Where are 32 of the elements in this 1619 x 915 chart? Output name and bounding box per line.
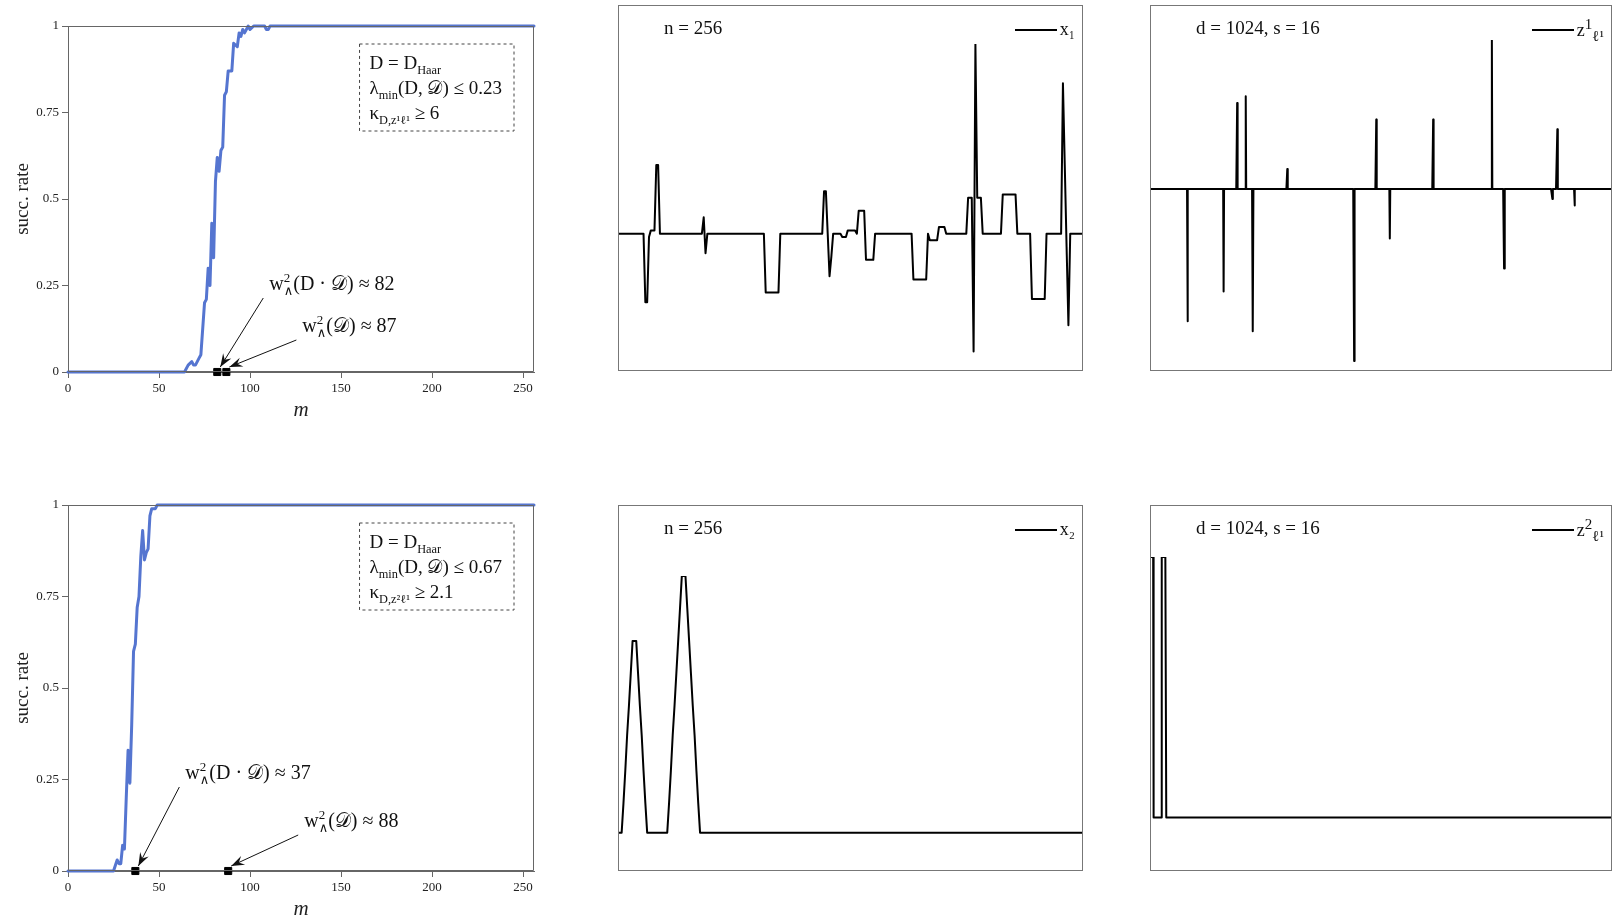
text: d = 1024, s = 16: [1196, 17, 1320, 40]
x-tick-label: 50: [152, 879, 166, 895]
text: n = 256: [664, 517, 723, 540]
y-tick-label: 0.25: [36, 770, 59, 786]
x-axis-title: m: [293, 895, 309, 915]
x-tick-label: 250: [513, 380, 533, 396]
y-axis-title: succ. rate: [11, 652, 33, 724]
x-tick-label: 200: [422, 380, 442, 396]
x-tick-label: 100: [240, 380, 260, 396]
x-axis-title: m: [293, 396, 309, 421]
y-tick-label: 1: [52, 17, 59, 33]
x-tick-label: 150: [331, 879, 351, 895]
x-tick-label: 150: [331, 380, 351, 396]
y-axis-title: succ. rate: [11, 163, 33, 235]
x-tick-label: 0: [64, 380, 72, 396]
x-tick-label: 0: [64, 879, 72, 895]
y-tick-label: 0.5: [42, 679, 59, 695]
y-tick-label: 0: [52, 363, 59, 379]
text: d = 1024, s = 16: [1196, 517, 1320, 540]
text: n = 256: [664, 17, 723, 40]
legend-label: x₂: [1059, 519, 1075, 541]
y-tick-label: 1: [52, 496, 59, 512]
y-tick-label: 0.5: [42, 190, 59, 206]
y-tick-label: 0.25: [36, 276, 59, 292]
y-tick-label: 0: [52, 862, 59, 878]
y-tick-label: 0.75: [36, 103, 59, 119]
x-tick-label: 250: [513, 879, 533, 895]
y-tick-label: 0.75: [36, 587, 59, 603]
x-tick-label: 200: [422, 879, 442, 895]
x-tick-label: 50: [152, 380, 166, 396]
legend-label: x₁: [1059, 19, 1075, 41]
x-tick-label: 100: [240, 879, 260, 895]
